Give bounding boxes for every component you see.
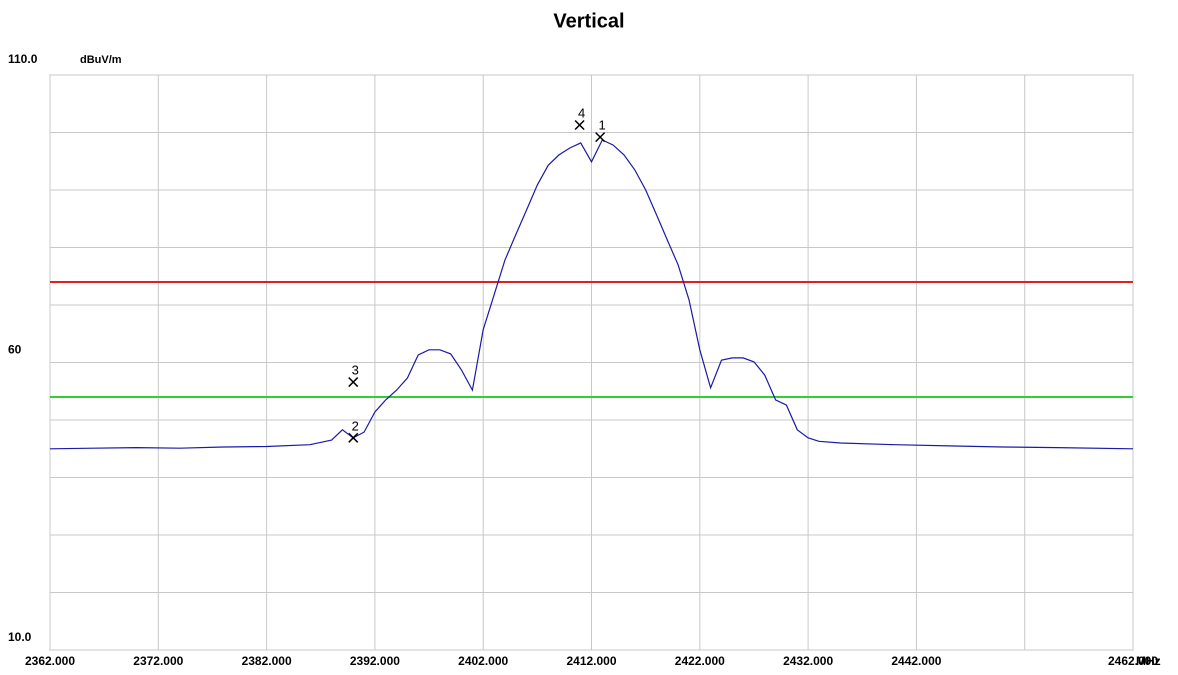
x-tick-label: 2422.000 [675,654,725,668]
x-tick-label: 2442.000 [891,654,941,668]
x-unit: MHz [1136,654,1161,668]
trace [49,139,1134,450]
x-tick-label: 2412.000 [566,654,616,668]
chart-title: Vertical [553,10,624,32]
marker [595,132,606,143]
y-unit: dBuV/m [80,54,122,66]
x-tick-label: 2372.000 [133,654,183,668]
x-tick-label: 2362.000 [25,654,75,668]
y-tick-label: 10.0 [8,630,32,644]
x-tick-label: 2432.000 [783,654,833,668]
marker-label: 3 [352,362,359,377]
marker-label: 2 [352,418,359,433]
marker [348,377,359,388]
marker [574,119,585,131]
marker-label: 1 [599,118,606,133]
x-tick-label: 2382.000 [242,654,292,668]
y-tick-label: 110.0 [8,52,38,66]
marker-label: 4 [578,105,585,120]
x-tick-label: 2402.000 [458,654,508,668]
marker [348,432,359,443]
x-tick-label: 2462.000 [1108,654,1158,668]
y-tick-label: 60 [8,343,22,357]
x-tick-label: 2392.000 [350,654,400,668]
